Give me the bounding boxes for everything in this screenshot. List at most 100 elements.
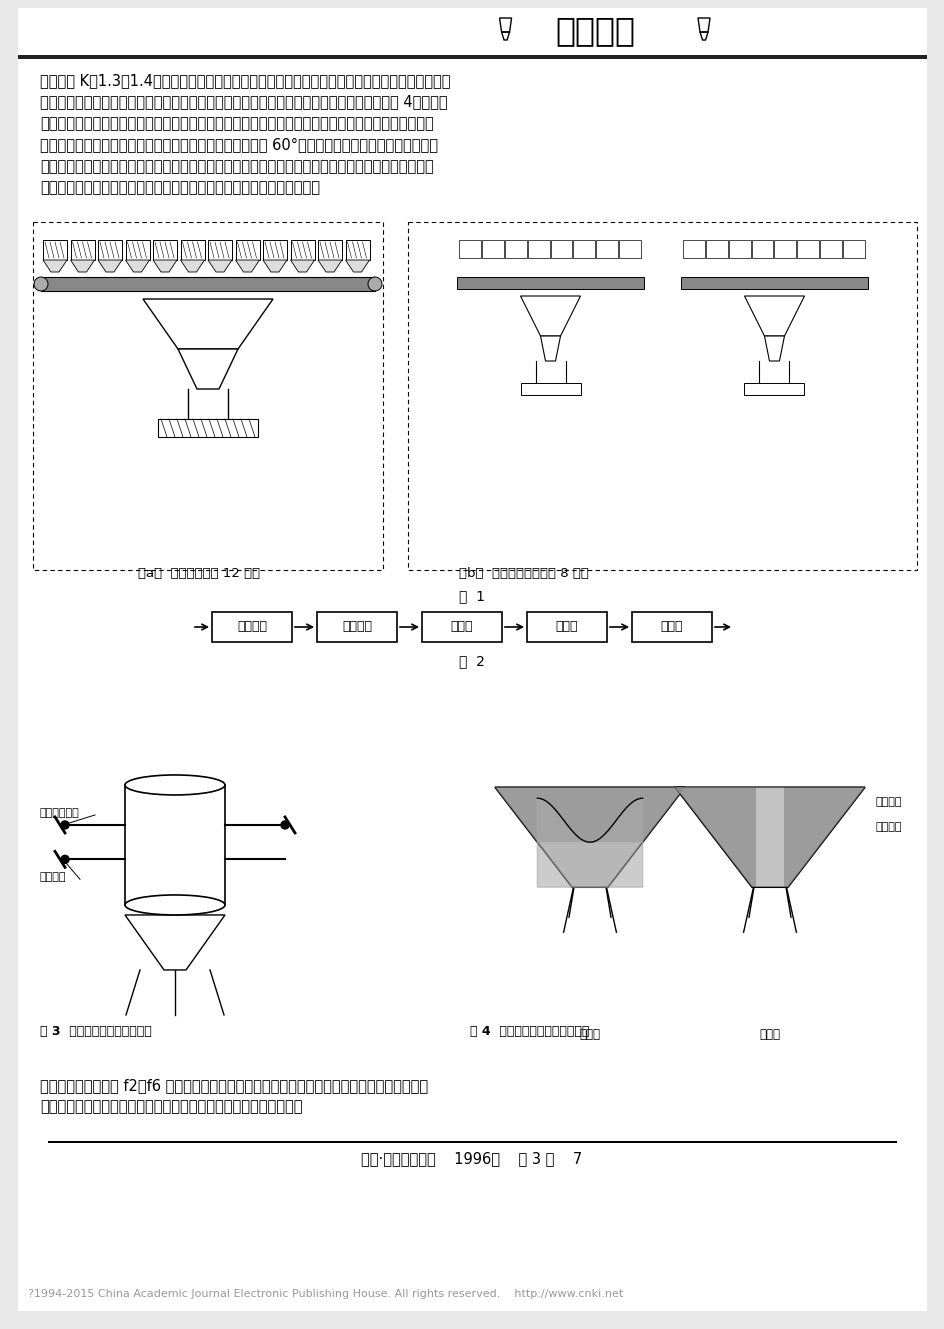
Bar [43,241,67,260]
Text: 计量斗: 计量斗 [555,621,578,634]
Bar [550,241,572,258]
Polygon shape [674,787,755,888]
Polygon shape [318,260,342,272]
Bar [755,787,784,888]
Bar [48,1142,896,1143]
Bar [71,241,94,260]
Text: 图 3  使用拉式传感器的计量斗: 图 3 使用拉式传感器的计量斗 [40,1025,152,1038]
Text: 电子·仪器仪表用户    1996年    第 3 期    7: 电子·仪器仪表用户 1996年 第 3 期 7 [361,1151,582,1166]
Polygon shape [143,299,273,350]
Bar [527,241,549,258]
Bar [750,241,772,258]
Text: 状，影响原料的正常流动速度和下落干净程度，这样会给一次性精确计量造成困难，因此设计时应予以: 状，影响原料的正常流动速度和下落干净程度，这样会给一次性精确计量造成困难，因此设… [40,116,433,132]
Polygon shape [346,260,369,272]
Bar [632,611,711,642]
Bar [705,241,727,258]
Bar [262,241,287,260]
Polygon shape [208,260,232,272]
Polygon shape [674,787,864,888]
Bar [797,241,818,258]
Bar [728,241,750,258]
Polygon shape [744,296,803,336]
Bar [774,241,796,258]
Bar [346,241,369,260]
Bar [33,222,382,570]
Text: 图 4  部分原料在计量斗锥部堵塞: 图 4 部分原料在计量斗锥部堵塞 [469,1025,589,1038]
Bar [520,383,580,395]
Bar [208,241,232,260]
Text: （a）  一个计量斗配 12 种料: （a） 一个计量斗配 12 种料 [138,567,260,579]
Bar [527,611,606,642]
Polygon shape [125,914,225,970]
Ellipse shape [125,894,225,914]
Text: 混和机: 混和机 [660,621,683,634]
Bar [596,241,617,258]
Text: 图  2: 图 2 [459,654,484,668]
Text: （b）  二个计量斗分别配 8 种料: （b） 二个计量斗分别配 8 种料 [459,567,588,579]
Text: 消除。根据理论计算和实际经验，这个锥角一般都要求小于 60°。为了使计量斗在工作时达到较佳状: 消除。根据理论计算和实际经验，这个锥角一般都要求小于 60°。为了使计量斗在工作… [40,137,437,153]
Polygon shape [290,260,314,272]
Ellipse shape [125,775,225,795]
Bar [211,611,292,642]
Circle shape [34,276,48,291]
Text: 计量斗的上方装载着 f2～f6 种原料的螺旋输送机下料口，单位密度很高，合理均布各个口的下料: 计量斗的上方装载着 f2～f6 种原料的螺旋输送机下料口，单位密度很高，合理均布… [40,1078,428,1092]
Polygon shape [177,350,238,389]
Bar [819,241,841,258]
Text: ?1994-2015 China Academic Journal Electronic Publishing House. All rights reserv: ?1994-2015 China Academic Journal Electr… [28,1289,623,1298]
Text: 贮料仓: 贮料仓 [450,621,473,634]
Bar [318,241,342,260]
Text: 输送分配: 输送分配 [342,621,372,634]
Bar [744,383,803,395]
Bar [158,419,258,437]
Circle shape [61,821,69,829]
Bar [126,241,149,260]
Text: 原料提升: 原料提升 [237,621,267,634]
Bar [98,241,122,260]
Bar [18,11,926,52]
Text: 检置对于快速、精确计量很重要，布置得当既有利生产又便于检修。: 检置对于快速、精确计量很重要，布置得当既有利生产又便于检修。 [40,1099,302,1115]
Bar [459,241,480,258]
Circle shape [367,276,381,291]
Polygon shape [540,336,560,361]
Polygon shape [537,799,642,888]
Bar [235,241,260,260]
Text: 大小设定 K＝1.3～1.4。计量斗卸料口的锥度是保证原料自由迅速下落的关键部位，如果设计不当，: 大小设定 K＝1.3～1.4。计量斗卸料口的锥度是保证原料自由迅速下落的关键部位… [40,73,450,88]
Polygon shape [784,787,864,888]
Bar [457,276,643,288]
Polygon shape [71,260,94,272]
Bar [180,241,204,260]
Polygon shape [153,260,177,272]
Bar [316,611,396,642]
Bar [153,241,177,260]
Text: 图  1: 图 1 [459,589,484,603]
Polygon shape [520,296,580,336]
Text: 万向关节轴承: 万向关节轴承 [40,808,79,817]
Bar [290,241,314,260]
Bar [408,222,916,570]
Bar [681,276,867,288]
Polygon shape [235,260,260,272]
Polygon shape [262,260,287,272]
Polygon shape [764,336,784,361]
Bar [504,241,526,258]
Bar [125,785,225,905]
Text: 强迫震动，破坏堵塞状态。另外，可在卸料口上端设置三角形破拱结构。: 强迫震动，破坏堵塞状态。另外，可在卸料口上端设置三角形破拱结构。 [40,181,320,195]
Bar [842,241,864,258]
Bar [18,54,926,58]
Text: 鼠洞式: 鼠洞式 [759,1029,780,1041]
Polygon shape [98,260,122,272]
Polygon shape [495,787,684,843]
Bar [481,241,503,258]
Polygon shape [126,260,149,272]
Bar [683,241,704,258]
Text: 应用实例: 应用实例 [555,15,634,48]
Circle shape [61,856,69,864]
Text: 态，防止吸湿原料在内壁堆积堵塞而影响计量精度和卸料速度，可以在计量斗仓壁外侧加仓壁振动器，: 态，防止吸湿原料在内壁堆积堵塞而影响计量精度和卸料速度，可以在计量斗仓壁外侧加仓… [40,159,433,174]
Polygon shape [495,787,684,888]
Text: 水平拉杆: 水平拉杆 [40,872,66,882]
Text: 干性原料在重力的作用下，流动时有可能在锥部形成自我支撑的拱门，成铁桥状或鼠洞状（图 4）或漏斗: 干性原料在重力的作用下，流动时有可能在锥部形成自我支撑的拱门，成铁桥状或鼠洞状（… [40,94,447,109]
Polygon shape [43,260,67,272]
Circle shape [280,821,289,829]
Bar [422,611,501,642]
Polygon shape [180,260,204,272]
